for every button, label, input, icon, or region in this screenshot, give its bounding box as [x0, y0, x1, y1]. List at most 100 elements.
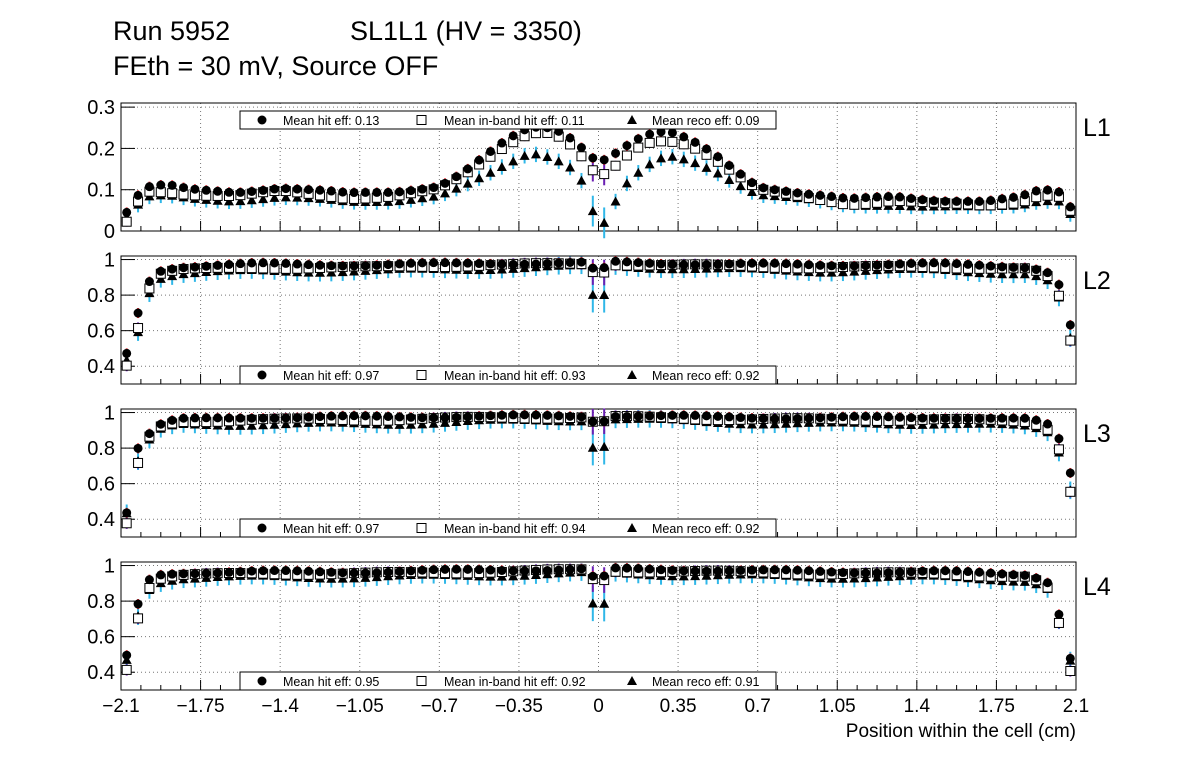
hit-point — [770, 258, 780, 268]
hit-point — [1020, 263, 1030, 273]
hit-point — [997, 413, 1007, 423]
hit-point — [952, 259, 962, 269]
hit-point — [406, 186, 416, 196]
hit-point — [167, 415, 177, 425]
hit-point — [531, 259, 541, 269]
hit-point — [247, 258, 257, 268]
hit-point — [736, 566, 746, 576]
hit-point — [269, 184, 279, 194]
hit-point — [1065, 653, 1075, 663]
hit-point — [520, 259, 530, 269]
hit-point — [895, 192, 905, 202]
legend-reco-marker — [627, 676, 637, 685]
hit-point — [861, 261, 871, 271]
reco-point — [565, 162, 576, 172]
hit-point — [235, 413, 245, 423]
hit-point — [963, 414, 973, 424]
reco-point — [417, 419, 428, 429]
hit-point — [542, 410, 552, 420]
legend-hit-label: Mean hit eff: 0.97 — [283, 369, 379, 383]
hit-point — [554, 258, 564, 268]
inband-point — [121, 360, 132, 371]
hit-point — [224, 187, 234, 197]
hit-point — [122, 207, 132, 217]
hit-point — [417, 413, 427, 423]
reco-point — [496, 161, 507, 171]
hit-point — [588, 417, 598, 427]
hit-point — [963, 259, 973, 269]
legend-box — [239, 365, 777, 385]
hit-point — [906, 413, 916, 423]
hit-point — [906, 258, 916, 268]
legend-box — [239, 110, 777, 130]
hit-point — [485, 259, 495, 269]
hit-point — [429, 413, 439, 423]
hit-point — [406, 258, 416, 268]
hit-point — [1043, 185, 1053, 195]
reco-point — [280, 192, 291, 202]
inband-point — [576, 151, 587, 162]
hit-point — [997, 262, 1007, 272]
reco-point — [451, 183, 462, 193]
reco-point — [781, 418, 792, 428]
hit-point — [827, 192, 837, 202]
panel-label: L4 — [1083, 573, 1111, 601]
x-tick-label: −1.05 — [336, 696, 384, 717]
hit-point — [429, 565, 439, 575]
legend-hit-marker — [257, 370, 267, 380]
hit-point — [304, 185, 314, 195]
hit-point — [849, 193, 859, 203]
hit-point — [167, 264, 177, 274]
hit-point — [429, 258, 439, 268]
reco-point — [656, 153, 667, 163]
y-tick-label: 0.6 — [87, 321, 115, 343]
run-title: Run 5952 — [113, 16, 231, 46]
reco-point — [587, 442, 598, 452]
inband-point — [656, 136, 667, 147]
y-tick-label: 0.3 — [87, 97, 115, 119]
reco-point — [599, 289, 610, 299]
hit-point — [918, 195, 928, 205]
hit-point — [576, 412, 586, 422]
panel-label: L1 — [1083, 114, 1111, 142]
inband-point — [1065, 666, 1076, 677]
hit-point — [986, 261, 996, 271]
reco-point — [258, 420, 269, 430]
hit-point — [258, 185, 268, 195]
hit-point — [895, 412, 905, 422]
hit-point — [520, 566, 530, 576]
hit-point — [849, 411, 859, 421]
hit-point — [224, 259, 234, 269]
hit-point — [247, 187, 257, 197]
hit-point — [952, 566, 962, 576]
reco-point — [678, 154, 689, 164]
hit-point — [872, 192, 882, 202]
hit-point — [326, 411, 336, 421]
hit-point — [1020, 190, 1030, 200]
legend-reco-marker — [627, 115, 637, 124]
panel-l2: 0.4 0.6 0.8 1 Mean hit eff: 0.97 Mean in-band… — [87, 250, 1111, 385]
hit-point — [179, 183, 189, 193]
hit-point — [417, 184, 427, 194]
hit-point — [633, 134, 643, 144]
hit-point — [156, 180, 166, 190]
reco-point — [712, 168, 723, 178]
hit-point — [804, 566, 814, 576]
hit-point — [736, 259, 746, 269]
hit-point — [565, 411, 575, 421]
reco-point — [428, 191, 439, 201]
hit-point — [633, 411, 643, 421]
hit-point — [883, 568, 893, 578]
hit-point — [667, 128, 677, 138]
reco-point — [417, 193, 428, 203]
hit-point — [326, 186, 336, 196]
reco-point — [599, 598, 610, 608]
hit-point — [565, 257, 575, 267]
hit-point — [804, 189, 814, 199]
hit-point — [360, 411, 370, 421]
hit-point — [758, 414, 768, 424]
legend-box — [239, 518, 777, 538]
hit-point — [1020, 570, 1030, 580]
hit-point — [974, 260, 984, 270]
hit-point — [144, 575, 154, 585]
